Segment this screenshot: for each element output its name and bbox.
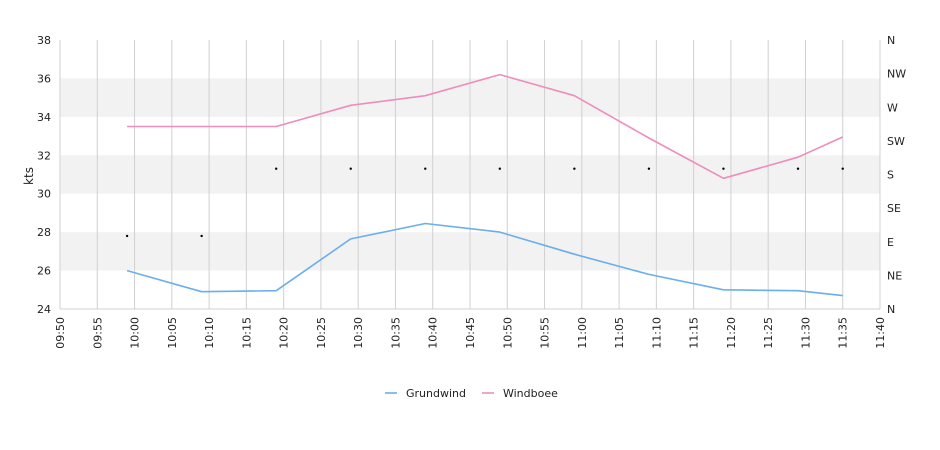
x-tick-label: 11:00 (576, 317, 589, 349)
y-tick-label: 36 (37, 72, 51, 85)
y2-tick-label: W (887, 101, 898, 114)
series-line-grundwind (126, 222, 843, 297)
x-tick-label: 11:35 (837, 317, 850, 349)
legend-label: Windboee (503, 387, 558, 400)
direction-marker (722, 167, 725, 170)
x-tick-label: 11:05 (613, 317, 626, 349)
y2-tick-label: NW (887, 68, 906, 81)
y2-tick-label: N (887, 34, 895, 47)
x-tick-label: 10:00 (129, 317, 142, 349)
x-tick-label: 11:10 (650, 317, 663, 349)
direction-marker (274, 167, 278, 170)
x-tick-label: 10:45 (464, 317, 477, 349)
x-tick-label: 09:50 (54, 317, 67, 349)
x-tick-label: 11:25 (762, 317, 775, 349)
direction-marker (424, 167, 427, 170)
x-tick-label: 10:10 (203, 317, 216, 349)
y2-tick-label: NE (887, 269, 902, 282)
legend: Grundwind Windboee (385, 387, 558, 400)
direction-marker (841, 167, 844, 170)
y2-tick-label: SE (887, 202, 901, 215)
direction-marker (125, 234, 129, 238)
vertical-gridlines (59, 40, 881, 309)
x-tick-label: 10:30 (352, 317, 365, 349)
x-tick-label: 10:25 (315, 317, 328, 349)
x-tick-label: 10:55 (539, 317, 552, 349)
y2-tick-label: S (887, 169, 894, 182)
x-tick-label: 11:40 (874, 317, 887, 349)
y-axis-label: kts (22, 167, 36, 185)
direction-marker (200, 234, 203, 238)
axes: 09:50 09:55 10:00 10:05 10:10 10:15 10:20 10:25… (37, 34, 906, 349)
y-tick-label: 34 (37, 111, 51, 124)
y-tick-label: 24 (37, 303, 51, 316)
direction-marker (796, 167, 800, 170)
y2-tick-label: E (887, 236, 894, 249)
x-tick-label: 10:40 (427, 317, 440, 349)
series-line-windboee (127, 73, 844, 180)
y-tick-label: 38 (37, 34, 51, 47)
legend-label: Grundwind (406, 387, 466, 400)
y2-tick-label: SW (887, 135, 905, 148)
direction-marker (647, 167, 651, 170)
y-tick-label: 32 (37, 149, 51, 162)
x-tick-label: 10:50 (501, 317, 514, 349)
x-tick-label: 10:20 (278, 317, 291, 349)
direction-markers (125, 167, 844, 238)
x-tick-label: 10:15 (240, 317, 253, 349)
series-lines (126, 73, 844, 297)
x-tick-label: 10:35 (389, 317, 402, 349)
y-tick-label: 30 (37, 188, 51, 201)
x-tick-label: 11:20 (725, 317, 738, 349)
x-tick-label: 09:55 (91, 317, 104, 349)
y-tick-label: 26 (37, 265, 51, 278)
direction-marker (498, 167, 502, 170)
x-tick-label: 11:30 (799, 317, 812, 349)
x-tick-label: 10:05 (166, 317, 179, 349)
x-tick-label: 11:15 (688, 317, 701, 349)
y2-tick-label: N (887, 303, 895, 316)
y-tick-label: 28 (37, 226, 51, 239)
direction-marker (573, 167, 576, 170)
direction-marker (349, 167, 352, 170)
